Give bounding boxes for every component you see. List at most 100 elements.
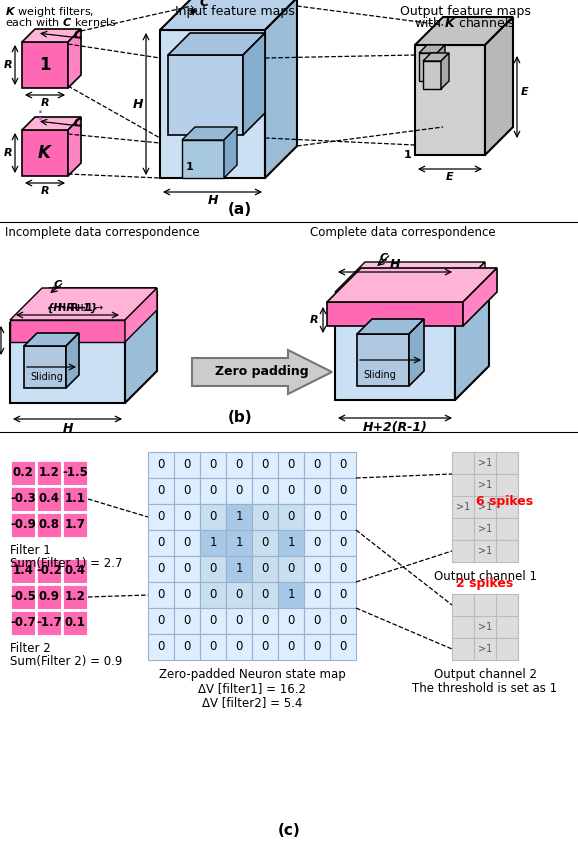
Text: 1: 1 [287,537,295,550]
Polygon shape [66,333,79,388]
Bar [474,452,496,474]
Text: Output channel 1: Output channel 1 [434,570,536,583]
Text: H: H [133,98,143,110]
Polygon shape [10,320,125,342]
Text: Filter 2: Filter 2 [10,642,51,655]
Bar [474,594,496,616]
Polygon shape [30,288,155,314]
Bar [36,486,62,512]
Bar [252,608,278,634]
Text: 0: 0 [235,484,243,498]
Text: >1: >1 [456,502,470,512]
Text: $\leftarrow$H-R+1$\rightarrow$: $\leftarrow$H-R+1$\rightarrow$ [46,301,105,313]
Bar [200,478,226,504]
Text: {H-R+1}: {H-R+1} [47,303,98,313]
Polygon shape [455,270,489,400]
Polygon shape [68,29,81,88]
Bar [226,634,252,660]
Text: R: R [40,98,49,108]
Text: >1: >1 [478,502,492,512]
Bar [330,582,356,608]
Bar [304,608,330,634]
Polygon shape [129,288,155,336]
Polygon shape [127,288,156,339]
Text: 0: 0 [157,589,165,601]
Polygon shape [182,140,224,178]
Polygon shape [327,268,497,302]
Text: 1.7: 1.7 [65,518,86,532]
Bar [148,452,174,478]
Bar [148,478,174,504]
Bar [200,556,226,582]
Text: 0: 0 [183,484,191,498]
Text: The threshold is set as 1: The threshold is set as 1 [413,682,558,695]
Bar [62,460,88,486]
Bar [452,594,474,616]
Text: C: C [73,118,81,127]
Polygon shape [24,346,66,388]
Polygon shape [437,45,445,81]
Text: 0: 0 [261,640,269,654]
Text: 0: 0 [261,537,269,550]
Text: 0: 0 [209,615,217,628]
Text: R: R [3,148,12,158]
Polygon shape [22,42,68,88]
Text: with $\boldsymbol{K}$ channels: with $\boldsymbol{K}$ channels [414,16,516,30]
Text: -0.7: -0.7 [10,616,36,629]
Bar [474,540,496,562]
Text: Sliding: Sliding [30,372,63,382]
Polygon shape [182,127,237,140]
Polygon shape [415,45,485,155]
Bar [62,512,88,538]
Text: >1: >1 [478,524,492,534]
Text: $\boldsymbol{K}$: $\boldsymbol{K}$ [37,144,53,162]
Text: 0: 0 [183,589,191,601]
Bar [10,610,36,636]
Bar [226,504,252,530]
Bar [174,530,200,556]
Text: 0: 0 [313,484,321,498]
Polygon shape [335,270,489,304]
Text: 0: 0 [209,484,217,498]
Text: 0: 0 [339,459,347,471]
Text: Sum(Filter 2) = 0.9: Sum(Filter 2) = 0.9 [10,655,123,668]
Bar [330,478,356,504]
Text: E: E [521,87,529,97]
Bar [278,582,304,608]
Bar [252,634,278,660]
Text: Sliding: Sliding [363,370,396,380]
Text: 0: 0 [209,562,217,576]
Bar [36,512,62,538]
Bar [148,634,174,660]
Bar [474,496,496,518]
Bar [62,486,88,512]
Bar [452,474,474,496]
Text: 0: 0 [235,640,243,654]
Bar [252,478,278,504]
Bar [304,634,330,660]
Bar [496,540,518,562]
Text: R: R [40,186,49,196]
Text: H: H [208,193,218,207]
Text: 0: 0 [339,537,347,550]
Bar [496,452,518,474]
Text: 0.4: 0.4 [39,493,60,505]
Bar [330,556,356,582]
Bar [36,460,62,486]
Polygon shape [168,55,243,135]
Bar [452,452,474,474]
Bar [226,582,252,608]
Text: -1.7: -1.7 [36,616,62,629]
Text: 0: 0 [313,589,321,601]
Bar [278,608,304,634]
Text: 0: 0 [339,640,347,654]
Text: 0: 0 [183,510,191,523]
Bar [452,540,474,562]
Text: 1: 1 [209,537,217,550]
Text: 0: 0 [209,640,217,654]
Text: 0: 0 [313,562,321,576]
Text: 0: 0 [287,640,295,654]
Text: 0: 0 [313,640,321,654]
Bar [496,594,518,616]
Text: R: R [310,315,318,325]
